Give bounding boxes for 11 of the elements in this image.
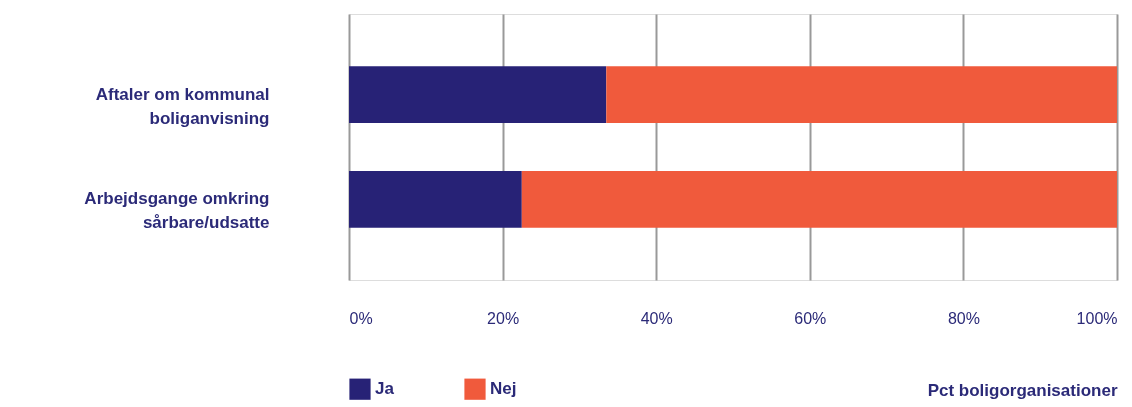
x-tick-label: 60% <box>794 309 827 327</box>
x-tick-label: 20% <box>487 309 520 327</box>
x-tick-label: 100% <box>1076 309 1118 327</box>
x-tick-label: 80% <box>947 309 980 327</box>
legend-label: Ja <box>375 379 395 399</box>
x-tick-label: 40% <box>640 309 673 327</box>
y-tick-label: Aftaler om kommunal boliganvisning <box>95 84 270 128</box>
legend-label: Nej <box>490 379 517 399</box>
x-axis-title: Pct boligorganisationer <box>927 380 1118 400</box>
x-tick-label: 0% <box>349 309 373 327</box>
y-tick-label: Arbejdsgange omkring sårbare/udsatte <box>84 189 270 233</box>
